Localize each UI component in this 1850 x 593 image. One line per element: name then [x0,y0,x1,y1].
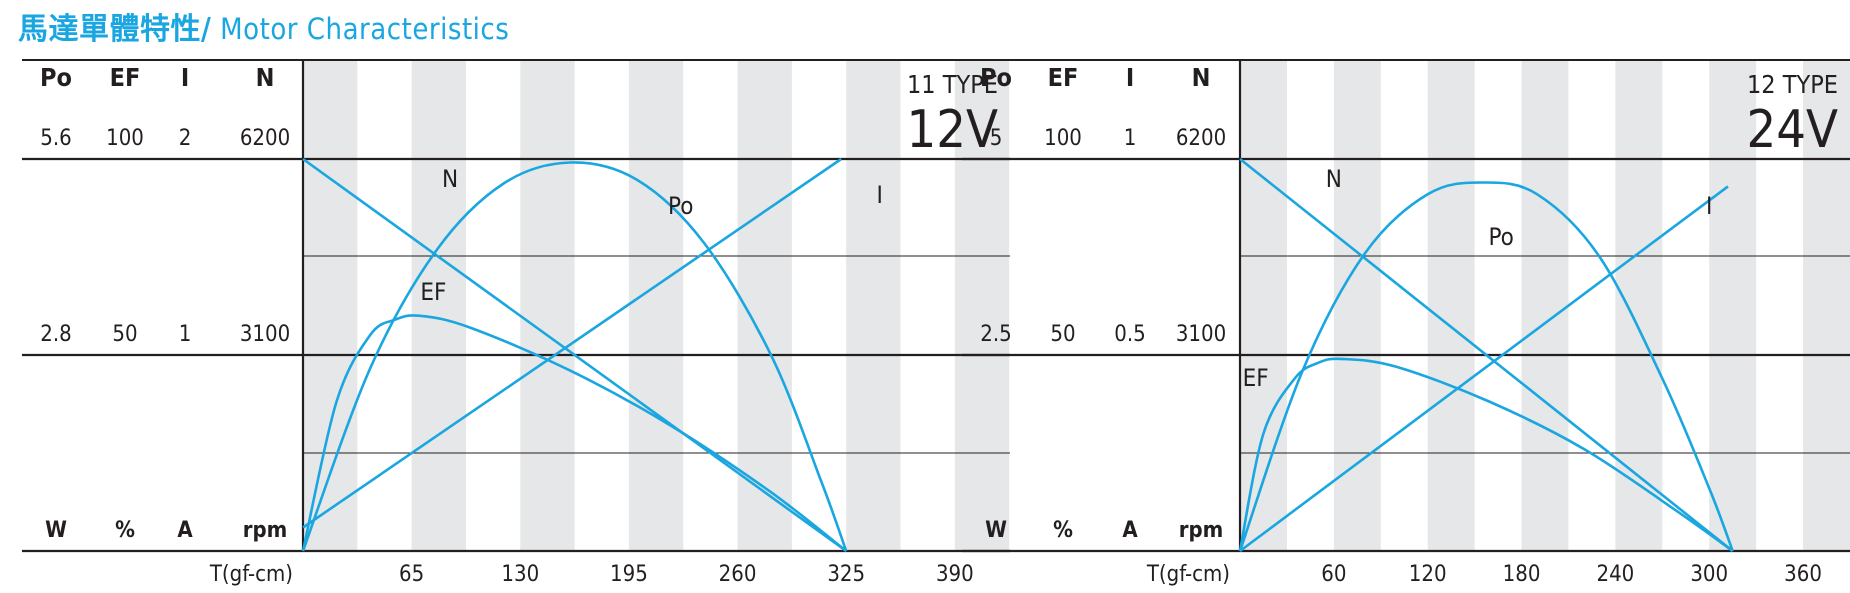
chart-panel-1: Po 5.6 2.8 W EF 100 50% I 2 1 A N 6200 3100 rpm 11 TYPE… [22,59,1010,587]
grid-band [520,60,575,551]
x-tick-label: 130 [501,562,539,587]
x-tick-label: 180 [1503,562,1541,587]
series-line-ef [1238,357,1734,553]
x-tick-label: 195 [610,562,648,587]
series-label-ef: EF [1243,364,1269,392]
grid-band [411,60,466,551]
column-mid-po: 2.5 [980,322,1011,347]
x-tick-label: 300 [1690,562,1728,587]
column-unit-ef: % [1053,518,1073,543]
x-tick-label: 360 [1784,562,1822,587]
motor-type-label: 11 TYPE [907,70,998,99]
column-header-n: N [256,63,275,92]
column-mid-ef: 50 [112,322,137,347]
column-unit-i: A [177,518,193,543]
series-line-po [1238,181,1734,552]
series-line-i [1239,185,1729,553]
column-header-i: I [1126,63,1134,92]
series-label-n: N [1326,165,1342,193]
grid-band [1333,60,1381,551]
grid-band [1709,60,1757,551]
x-tick-label: 120 [1409,562,1447,587]
grid-band [954,60,1010,551]
x-tick-label: 390 [936,562,974,587]
grid-band [1240,60,1287,551]
column-max-ef: 100 [106,126,144,151]
series-label-ef: EF [420,278,446,306]
column-max-n: 6200 [1176,126,1226,151]
column-unit-po: W [45,518,67,543]
grid-band [737,60,792,551]
x-tick-label: 325 [827,562,865,587]
column-header-ef: EF [1048,63,1079,92]
x-tick-label: 240 [1596,562,1634,587]
voltage-label: 12V [906,100,998,160]
series-label-po: Po [668,192,693,220]
x-tick-label: 260 [719,562,757,587]
grid-band [303,60,358,551]
series-line-n [1239,157,1734,553]
page-title-en: Motor Characteristics [211,12,510,46]
column-unit-n: rpm [1179,518,1224,543]
column-header-i: I [181,63,189,92]
column-mid-i: 0.5 [1114,322,1145,347]
column-unit-i: A [1122,518,1138,543]
series-label-i: I [1706,192,1712,220]
series-line-po [301,161,848,552]
column-max-i: 2 [179,126,192,151]
column-unit-ef: % [115,518,135,543]
page-title: 馬達單體特性/ Motor Characteristics [18,4,509,48]
column-max-n: 6200 [240,126,290,151]
column-max-po: 5 [990,126,1003,151]
grid-band [1427,60,1475,551]
grid-band [1803,60,1850,551]
page-title-zh: 馬達單體特性/ [18,12,212,47]
series-label-po: Po [1489,223,1514,251]
series-label-i: I [876,181,882,209]
column-header-ef: EF [110,63,141,92]
series-line-n [302,157,847,553]
chart-panel-2: Po 5 2.5 W EF 100 50% I 1 0.5 A N 6200 3100 rpm 12 TYPE… [962,59,1850,587]
grid-band [846,60,901,551]
grid-band [628,60,684,551]
grid-band [1615,60,1663,551]
series-line-ef [301,314,848,553]
column-mid-i: 1 [179,322,192,347]
motor-type-label: 12 TYPE [1747,70,1838,99]
column-max-i: 1 [1124,126,1137,151]
column-unit-n: rpm [243,518,288,543]
column-header-n: N [1192,63,1211,92]
x-axis-label: T(gf-cm) [209,562,293,587]
column-mid-po: 2.8 [40,322,71,347]
grid-band [1521,60,1569,551]
column-max-ef: 100 [1044,126,1082,151]
x-axis-label: T(gf-cm) [1146,562,1230,587]
column-mid-ef: 50 [1050,322,1075,347]
column-max-po: 5.6 [40,126,71,151]
x-tick-label: 60 [1321,562,1346,587]
column-header-po: Po [980,63,1012,92]
series-label-n: N [442,165,458,193]
column-unit-po: W [985,518,1007,543]
series-line-i [302,157,842,529]
voltage-label: 24V [1746,100,1838,160]
column-header-po: Po [40,63,72,92]
x-tick-label: 65 [399,562,424,587]
column-mid-n: 3100 [240,322,290,347]
column-mid-n: 3100 [1176,322,1226,347]
